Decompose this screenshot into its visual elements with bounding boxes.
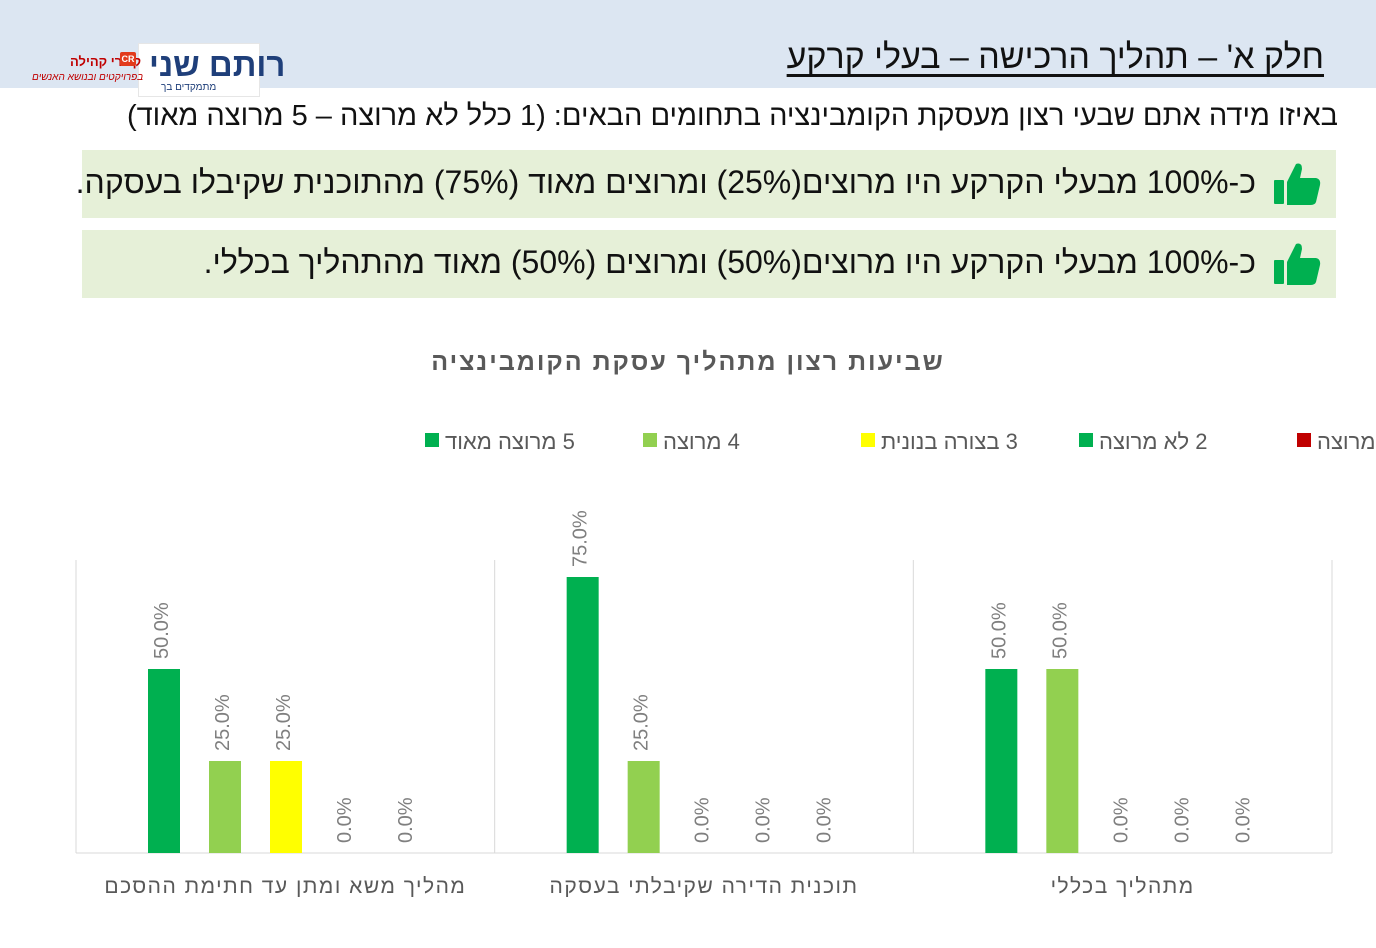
- bar: [985, 669, 1018, 853]
- legend-swatch: [1079, 433, 1093, 447]
- data-label: 75.0%: [570, 510, 592, 567]
- bar: [566, 577, 599, 853]
- slide-title: חלק א' – תהליך הרכישה – בעלי קרקע: [786, 38, 1324, 76]
- legend-swatch: [643, 433, 657, 447]
- bar: [627, 761, 660, 853]
- category-label: מהליך משא ומתן עד חתימת ההסכם: [104, 875, 466, 898]
- thumbs-up-icon: [1274, 163, 1321, 205]
- logo-text: רותם שני: [149, 46, 286, 83]
- legend-swatch: [425, 433, 439, 447]
- bar: [209, 761, 241, 853]
- data-label: 0.0%: [334, 797, 356, 843]
- legend-swatch: [1297, 433, 1311, 447]
- category-label: מתהליך בכללי: [1051, 875, 1195, 898]
- legend-label: 5 מרוצה מאוד: [445, 429, 575, 454]
- legend-label: 2 לא מרוצה: [1099, 429, 1207, 454]
- legend-label: 3 בצורה בנונית: [881, 429, 1018, 454]
- data-label: 0.0%: [753, 797, 775, 843]
- fact-text-1: כ-100% מבעלי הקרקע היו מרוצים(25%) ומרוצ…: [75, 164, 1256, 200]
- bar: [270, 761, 302, 853]
- data-label: 50.0%: [1049, 602, 1071, 659]
- logo-subtext: מתמקדים בך: [161, 82, 217, 93]
- data-label: 25.0%: [631, 694, 653, 751]
- company-logo: רותם שני מתמקדים בך: [138, 43, 285, 97]
- chart-title: שביעות רצון מתהליך עסקת הקומבינציה: [431, 348, 945, 376]
- data-label: 50.0%: [151, 602, 173, 659]
- fact-text-2: כ-100% מבעלי הקרקע היו מרוצים(50%) ומרוצ…: [203, 244, 1256, 280]
- data-label: 0.0%: [1110, 797, 1132, 843]
- data-label: 0.0%: [1171, 797, 1193, 843]
- thumbs-up-icon: [1274, 243, 1321, 285]
- data-label: 0.0%: [814, 797, 836, 843]
- partner-logo-badge: CR: [120, 52, 136, 66]
- legend-label: 4 מרוצה: [663, 429, 740, 454]
- fact-box-1: כ-100% מבעלי הקרקע היו מרוצים(25%) ומרוצ…: [76, 150, 1336, 218]
- data-label: 0.0%: [692, 797, 714, 843]
- data-label: 0.0%: [1232, 797, 1254, 843]
- bar: [148, 669, 180, 853]
- data-label: 50.0%: [988, 602, 1010, 659]
- fact-box-2: כ-100% מבעלי הקרקע היו מרוצים(50%) ומרוצ…: [82, 230, 1336, 298]
- survey-question: באיזו מידה אתם שבעי רצון מעסקת הקומבינצי…: [126, 100, 1338, 132]
- legend-swatch: [861, 433, 875, 447]
- legend-label: 1 כלל לא מרוצה: [1317, 429, 1376, 454]
- partner-logo: קשרי קהילה CR בפרויקטים ובנושא האנשים: [30, 52, 143, 92]
- category-label: תוכנית הדירה שקיבלתי בעסקה: [550, 875, 859, 898]
- data-label: 0.0%: [395, 797, 417, 843]
- partner-logo-subtext: בפרויקטים ובנושא האנשים: [32, 72, 144, 83]
- data-label: 25.0%: [273, 694, 295, 751]
- bar: [1046, 669, 1079, 853]
- data-label: 25.0%: [212, 694, 234, 751]
